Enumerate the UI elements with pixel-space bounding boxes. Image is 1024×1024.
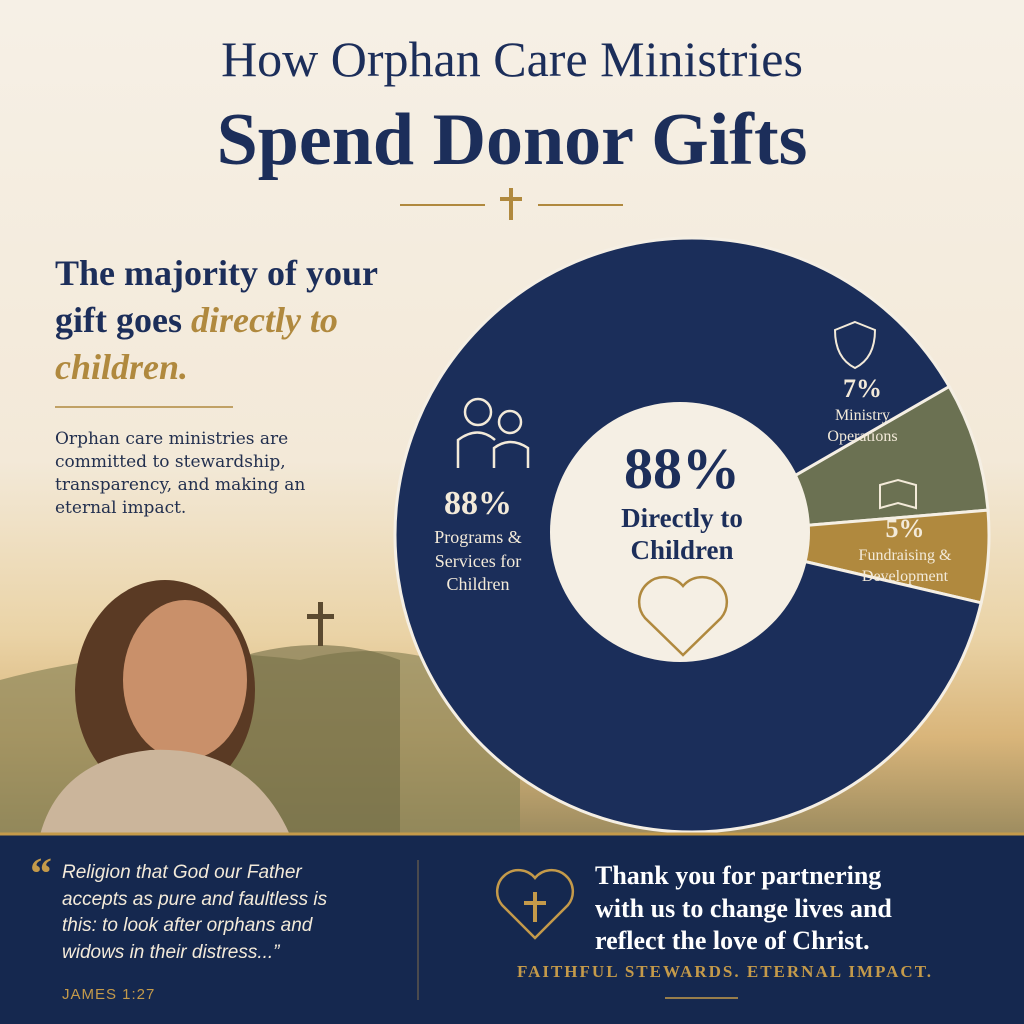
heart-icon	[637, 575, 729, 657]
cross-icon	[524, 901, 546, 905]
cross	[318, 602, 323, 646]
hill	[230, 645, 400, 835]
cross-icon	[509, 188, 513, 220]
heart-cross-icon	[495, 868, 575, 940]
slice-label: 88% Programs & Services for Children	[408, 482, 548, 596]
quote: Religion that God our Father accepts as …	[62, 862, 328, 963]
shield-icon	[833, 320, 877, 370]
headline: The majority of your gift goes directly …	[55, 250, 395, 390]
headline-text: The majority of your gift goes	[55, 253, 378, 340]
slice-category: Fundraising & Development	[858, 546, 952, 585]
slice-label: 7% Ministry Operations	[800, 372, 925, 447]
footer-band	[0, 833, 1024, 1024]
cross-icon	[533, 892, 537, 922]
center-value: 88%	[624, 436, 740, 501]
book-icon	[879, 478, 917, 510]
people-icon	[456, 397, 530, 468]
center-label: 88% Directly to Children	[582, 435, 782, 567]
slice-label: 5% Fundraising & Development	[835, 512, 975, 587]
cross-icon	[500, 197, 522, 201]
slice-value: 88%	[444, 485, 512, 522]
slice-value: 5%	[885, 514, 925, 543]
body-text: Orphan care ministries are committed to …	[55, 429, 306, 518]
slice-category: Ministry Operations	[827, 406, 898, 445]
child-face	[123, 600, 247, 760]
title: Spend Donor Gifts	[216, 99, 808, 181]
thanks: Thank you for partnering with us to chan…	[595, 861, 892, 955]
tagline: FAITHFUL STEWARDS. ETERNAL IMPACT.	[516, 962, 934, 981]
child-shirt	[40, 749, 290, 835]
headline-emphasis: directly to children.	[55, 299, 338, 387]
cross	[307, 614, 334, 619]
citation: JAMES 1:27	[62, 986, 156, 1003]
slice-value: 7%	[843, 374, 882, 403]
center-disc	[550, 402, 810, 662]
title: How Orphan Care Ministries	[221, 31, 803, 87]
quote-mark: “	[30, 849, 52, 898]
slice-category: Programs & Services for Children	[434, 527, 522, 594]
center-text: Directly to Children	[621, 503, 743, 566]
